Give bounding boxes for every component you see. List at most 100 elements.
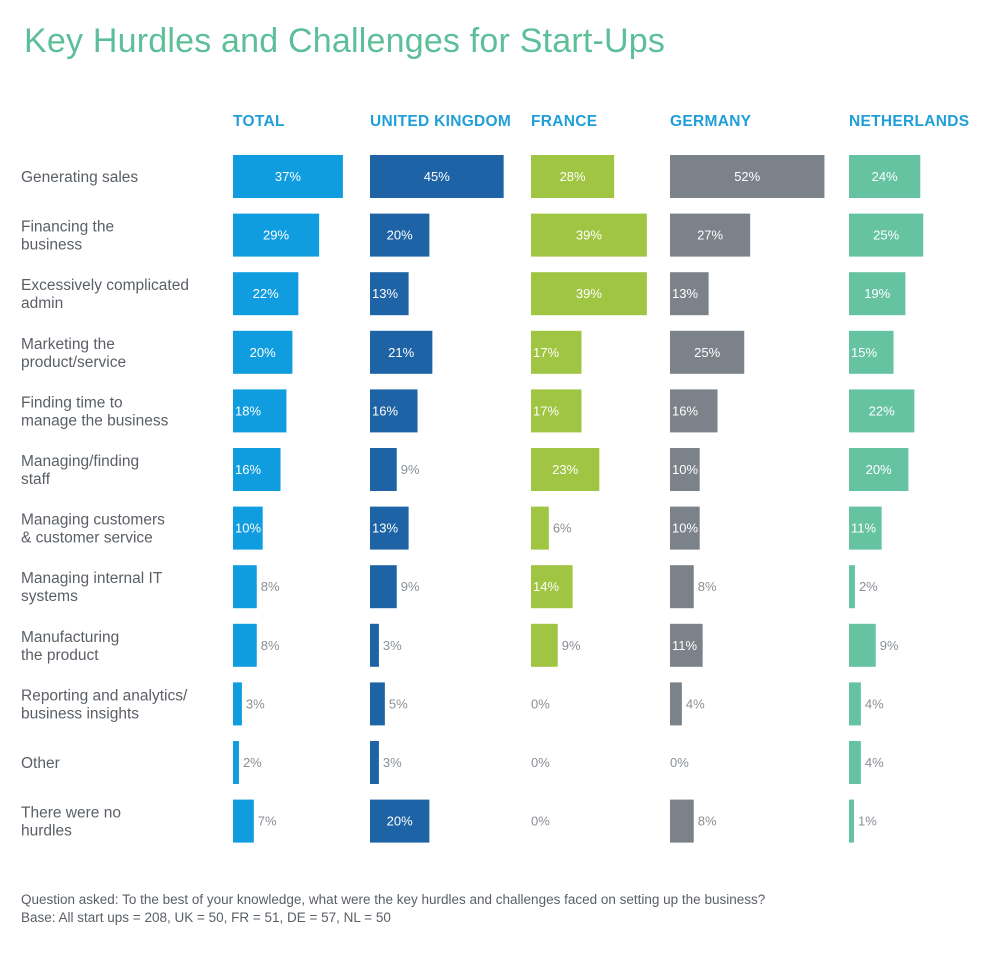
chart-area: TOTAL UNITED KINGDOM FRANCE GERMANY NETHERLA… — [21, 113, 969, 843]
bar-value-label: 14% — [533, 579, 559, 594]
footnote: Question asked: To the best of your know… — [21, 891, 765, 927]
bar — [849, 155, 921, 198]
bar-value-label: 10% — [672, 521, 698, 536]
bar — [370, 448, 397, 491]
row-label: Managing internal IT systems — [21, 570, 163, 605]
bar — [670, 272, 709, 316]
bar-value-label: 22% — [253, 286, 279, 301]
bar — [233, 506, 263, 550]
bar-value-label: 13% — [372, 286, 398, 301]
bar-value-label: 21% — [388, 345, 414, 360]
bar — [233, 741, 239, 784]
bar-value-label: 9% — [880, 638, 899, 653]
row-label: Managing customers & customer service — [21, 512, 165, 547]
row-label: Marketing the product/service — [21, 336, 126, 371]
bar — [370, 506, 409, 550]
bar-value-label: 24% — [872, 169, 898, 184]
bar-value-label: 2% — [243, 755, 262, 770]
bar-value-label: 13% — [672, 286, 698, 301]
bar-value-label: 8% — [261, 638, 280, 653]
bar — [531, 506, 549, 550]
row-label: Reporting and analytics/business insight… — [21, 687, 188, 722]
bar — [849, 448, 909, 491]
footnote-base: Base: All start ups = 208, UK = 50, FR =… — [21, 910, 391, 925]
bar-value-label: 9% — [562, 638, 581, 653]
bar-value-label: 19% — [864, 286, 890, 301]
bar — [370, 565, 397, 609]
row-label: There were no hurdles — [21, 805, 121, 840]
column-header-total: TOTAL — [233, 113, 285, 130]
bar-value-label: 17% — [533, 403, 559, 418]
bar — [370, 330, 433, 374]
bars: 37% 29% 22% 20% 18% 16% 10% 8% 8% 3% 2% 7% 45% 20% 13%… — [233, 155, 924, 843]
bar — [531, 448, 600, 491]
bar-value-label: 15% — [851, 345, 877, 360]
bar-value-label: 4% — [865, 755, 884, 770]
bar-value-label: 45% — [424, 169, 450, 184]
bar-value-label: 4% — [865, 696, 884, 711]
bar — [670, 448, 700, 491]
bar-value-label: 25% — [873, 228, 899, 243]
bar-value-label: 16% — [235, 462, 261, 477]
bar — [849, 565, 855, 609]
bar — [849, 272, 906, 316]
bar-value-label: 11% — [851, 521, 876, 536]
column-header-france: FRANCE — [531, 113, 597, 130]
bar-value-label: 20% — [387, 228, 413, 243]
bar-value-label: 39% — [576, 286, 602, 301]
bar-value-label: 17% — [533, 345, 559, 360]
bar — [233, 623, 257, 667]
bar-value-label: 20% — [387, 814, 413, 829]
bar-value-label: 8% — [698, 579, 717, 594]
bar-value-label: 7% — [258, 814, 277, 829]
bar-value-label: 0% — [531, 814, 550, 829]
bar — [849, 506, 882, 550]
bar — [531, 155, 615, 198]
bar-value-label: 28% — [560, 169, 586, 184]
column-header-germany: GERMANY — [670, 113, 752, 130]
bar-value-label: 5% — [389, 696, 408, 711]
bar — [670, 506, 700, 550]
row-labels: Generating sales Financing the business Exc… — [21, 169, 189, 840]
bar — [849, 623, 876, 667]
bar — [370, 155, 504, 198]
bar — [233, 565, 257, 609]
bar-value-label: 39% — [576, 228, 602, 243]
bar — [370, 213, 430, 257]
column-header-netherlands: NETHERLANDS — [849, 113, 969, 130]
bar — [531, 389, 582, 433]
bar-value-label: 13% — [372, 521, 398, 536]
bar-value-label: 20% — [866, 462, 892, 477]
bar — [370, 799, 430, 843]
bar — [370, 741, 379, 784]
bar-value-label: 9% — [401, 579, 420, 594]
bar-value-label: 0% — [531, 696, 550, 711]
row-label: Managing/finding staff — [21, 453, 139, 488]
bar-value-label: 10% — [235, 521, 261, 536]
column-headers: TOTAL UNITED KINGDOM FRANCE GERMANY NETHERLA… — [233, 113, 969, 130]
bar — [670, 330, 745, 374]
row-label: Financing the business — [21, 219, 114, 254]
bar — [849, 799, 854, 843]
bar — [233, 155, 343, 198]
bar — [849, 682, 861, 726]
row-label: Finding time to manage the business — [21, 394, 169, 429]
chart-title: Key Hurdles and Challenges for Start-Ups — [24, 22, 666, 60]
bar — [849, 330, 894, 374]
bar — [370, 272, 409, 316]
bar — [370, 623, 379, 667]
bar-value-label: 25% — [694, 345, 720, 360]
bar-value-label: 3% — [246, 696, 265, 711]
bar — [531, 330, 582, 374]
bar — [849, 389, 915, 433]
bar-value-label: 1% — [858, 814, 877, 829]
bar — [849, 741, 861, 784]
bar — [531, 213, 647, 257]
bar — [849, 213, 924, 257]
bar-value-label: 4% — [686, 696, 705, 711]
bar — [531, 623, 558, 667]
bar-value-label: 6% — [553, 521, 572, 536]
bar — [670, 799, 694, 843]
bar — [370, 682, 385, 726]
bar-value-label: 0% — [670, 755, 689, 770]
